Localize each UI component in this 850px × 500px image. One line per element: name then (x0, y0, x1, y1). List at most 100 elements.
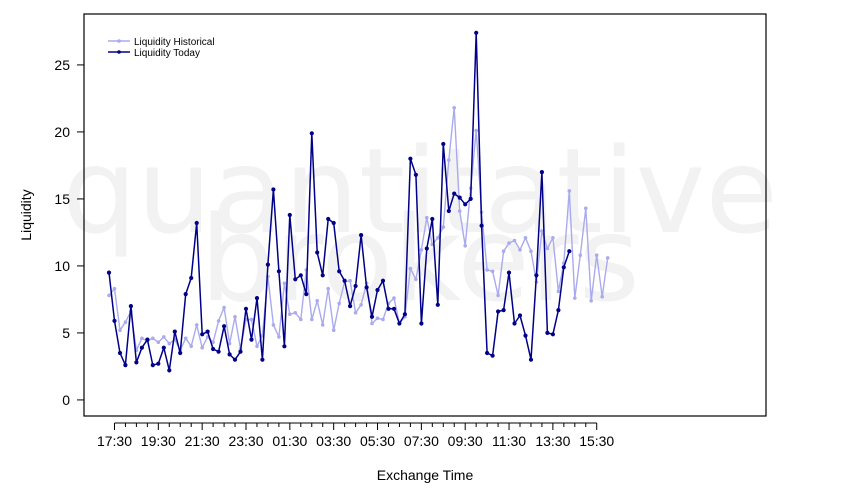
historical-point (293, 311, 298, 315)
today-point (232, 357, 238, 362)
y-tick-label-5: 25 (54, 57, 70, 73)
today-point (189, 275, 194, 281)
historical-point (485, 268, 489, 272)
x-tick-label-1: 19:30 (141, 433, 176, 449)
today-point (474, 30, 479, 35)
today-point (337, 269, 342, 274)
today-point (243, 306, 249, 311)
historical-point (211, 340, 215, 345)
today-point (528, 357, 534, 362)
today-point (413, 172, 418, 177)
historical-point (441, 225, 446, 229)
today-point (315, 250, 320, 255)
x-tick-label-3: 23:30 (228, 433, 263, 449)
today-point (265, 262, 270, 267)
today-point (419, 321, 424, 326)
historical-point (447, 158, 451, 162)
legend-marker-historical (117, 39, 121, 43)
historical-point (594, 253, 599, 257)
x-tick-label-11: 15:30 (579, 433, 614, 449)
today-point (320, 273, 325, 278)
historical-point (162, 335, 166, 339)
historical-point (249, 317, 254, 322)
legend-label-historical: Liquidity Historical (134, 37, 215, 48)
historical-point (288, 312, 292, 317)
historical-point (496, 293, 500, 298)
x-tick-label-7: 07:30 (404, 433, 439, 449)
historical-point (222, 305, 226, 310)
historical-point (315, 299, 320, 303)
historical-point (112, 286, 117, 291)
historical-point (375, 316, 380, 321)
today-point (222, 324, 227, 329)
today-point (342, 278, 347, 283)
historical-point (518, 248, 522, 252)
y-tick-label-0: 0 (62, 392, 70, 408)
x-tick-label-4: 01:30 (272, 433, 307, 449)
historical-point (463, 244, 468, 248)
today-point (167, 368, 172, 373)
historical-point (523, 236, 528, 240)
y-tick-label-2: 10 (54, 258, 70, 274)
x-tick-label-0: 17:30 (97, 433, 132, 449)
today-point (506, 270, 512, 275)
historical-point (118, 328, 122, 333)
today-point (156, 361, 161, 366)
historical-line (108, 107, 609, 351)
today-point (386, 306, 391, 311)
y-tick-label-1: 5 (62, 325, 70, 341)
series-historical (107, 106, 610, 353)
historical-point (299, 317, 303, 322)
plot-frame (83, 13, 767, 417)
historical-point (189, 344, 193, 349)
historical-point (551, 236, 555, 240)
today-point (550, 332, 556, 337)
today-point (194, 220, 199, 226)
today-point (227, 352, 232, 357)
historical-point (392, 296, 396, 300)
historical-point (194, 323, 199, 327)
today-point (397, 321, 402, 326)
x-tick-label-10: 13:30 (535, 433, 570, 449)
today-point (309, 131, 314, 136)
today-point (391, 306, 397, 311)
historical-point (326, 286, 331, 291)
historical-point (414, 277, 418, 282)
historical-point (156, 340, 161, 345)
y-tick-label-4: 20 (54, 124, 70, 140)
historical-point (233, 315, 237, 319)
x-axis: 17:30 19:30 21:30 23:30 01:30 03:30 05:30 07:30… (97, 422, 614, 449)
historical-point (408, 266, 413, 271)
today-point (468, 196, 473, 201)
historical-point (331, 328, 336, 333)
historical-point (151, 336, 155, 341)
today-point (485, 350, 490, 356)
today-point (435, 302, 440, 307)
historical-point (419, 248, 424, 252)
today-point (364, 285, 369, 290)
today-point (200, 332, 205, 337)
today-point (430, 216, 435, 222)
historical-point (600, 294, 604, 299)
today-point (260, 357, 265, 362)
today-point (446, 208, 451, 214)
series-today (106, 30, 572, 373)
today-point (123, 363, 128, 368)
historical-point (540, 229, 544, 233)
today-point (249, 337, 254, 342)
today-point (556, 308, 561, 313)
x-tick-label-6: 05:30 (360, 433, 395, 449)
today-point (106, 270, 112, 275)
today-point (254, 296, 260, 301)
historical-point (425, 215, 429, 220)
historical-point (370, 321, 374, 326)
today-point (348, 304, 353, 309)
today-point (117, 350, 123, 356)
historical-point (353, 311, 358, 315)
today-point (282, 344, 287, 349)
today-point (293, 277, 298, 282)
historical-point (255, 344, 259, 349)
legend: Liquidity Historical Liquidity Today (108, 37, 215, 59)
x-axis-title: Exchange Time (377, 467, 474, 483)
